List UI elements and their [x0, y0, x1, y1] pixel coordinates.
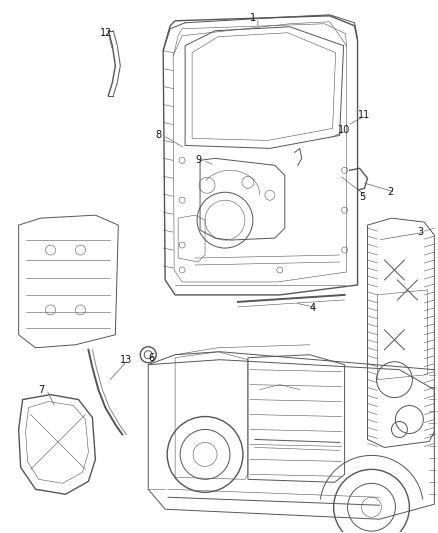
Text: 8: 8	[155, 131, 161, 140]
Text: 2: 2	[388, 187, 394, 197]
Text: 11: 11	[357, 110, 370, 120]
Text: 5: 5	[360, 192, 366, 202]
Text: 1: 1	[250, 13, 256, 23]
Text: 6: 6	[148, 353, 154, 363]
Text: 3: 3	[417, 227, 424, 237]
Text: 4: 4	[310, 303, 316, 313]
Text: 10: 10	[338, 125, 350, 135]
Text: 13: 13	[120, 354, 133, 365]
Text: 7: 7	[39, 385, 45, 394]
Text: 9: 9	[195, 155, 201, 165]
Text: 12: 12	[100, 28, 113, 38]
